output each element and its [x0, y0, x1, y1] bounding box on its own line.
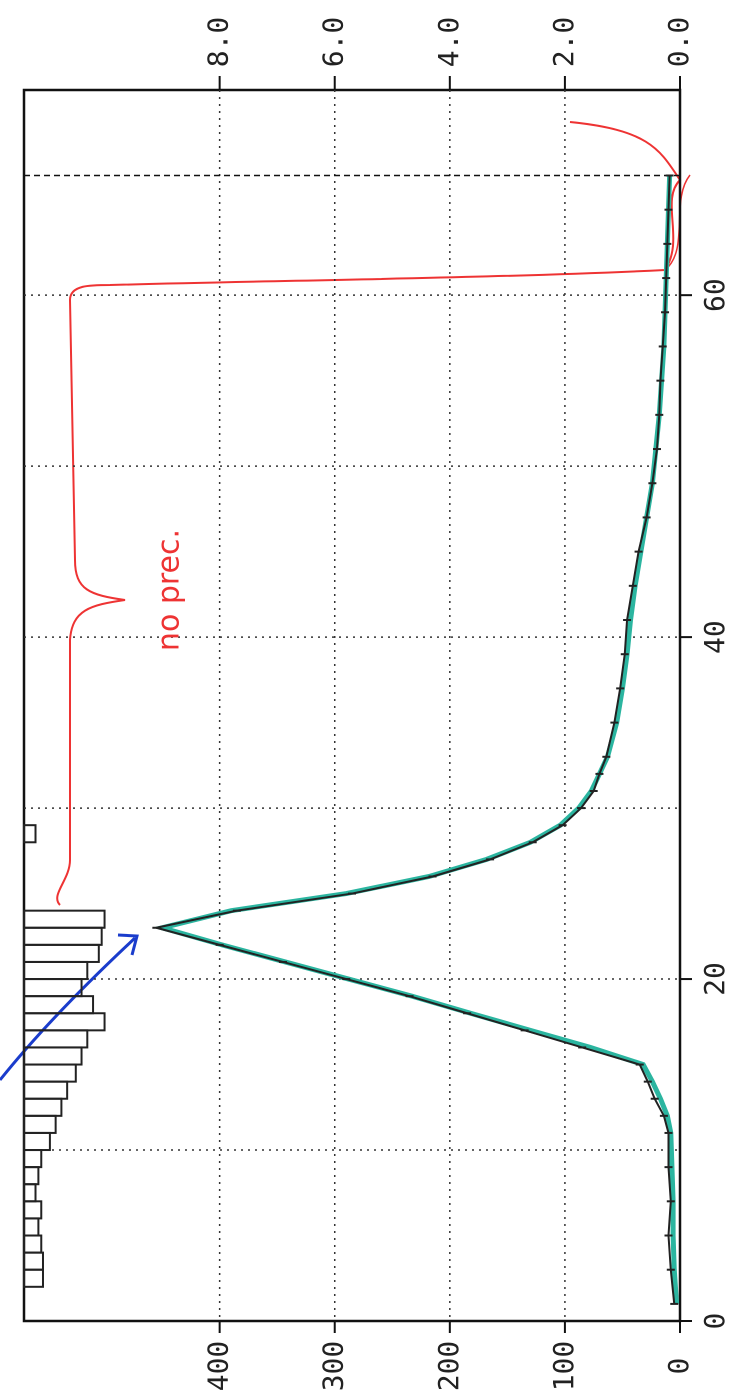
histogram-bar	[23, 1097, 63, 1117]
histogram-bar	[23, 1080, 69, 1100]
x-tick-label: 40	[698, 620, 731, 654]
histogram-bar	[23, 960, 89, 981]
histogram-bar	[23, 1217, 40, 1237]
annotation-brace	[56, 121, 682, 906]
y2-tick-label: 4.0	[432, 17, 465, 68]
series-line	[156, 175, 676, 1305]
histogram-bar	[23, 1114, 57, 1134]
histogram-bar	[23, 909, 106, 929]
histogram-bar	[23, 1200, 43, 1220]
histogram-bar	[23, 1012, 106, 1032]
histogram-bar	[23, 1166, 40, 1186]
histogram-bar	[23, 1268, 44, 1288]
y-tick-label: 300	[317, 1341, 350, 1392]
histogram-bar	[23, 1131, 51, 1152]
histogram-bar	[23, 1234, 43, 1254]
y2-tick-label: 2.0	[547, 17, 580, 68]
histogram-bar	[23, 1149, 43, 1169]
y-tick-label: 200	[432, 1341, 465, 1392]
histogram-bar	[23, 995, 95, 1015]
y-tick-label: 100	[547, 1341, 580, 1392]
annotation-arrow	[0, 936, 137, 1081]
y2-tick-label: 0.0	[662, 17, 695, 68]
series-line	[152, 175, 680, 1305]
histogram-bar	[23, 1251, 44, 1271]
annotation: no prec.	[152, 529, 187, 651]
histogram-bar	[23, 978, 83, 998]
y-tick-label: 0	[662, 1358, 695, 1375]
histogram-bar	[23, 1183, 37, 1203]
x-tick-label: 20	[698, 962, 731, 996]
x-tick-label: 0	[698, 1313, 731, 1330]
x-tick-label: 60	[698, 278, 731, 312]
histogram-bar	[23, 926, 103, 946]
histogram-bar	[23, 1046, 83, 1066]
y-tick-label: 400	[202, 1341, 235, 1392]
plot-frame	[22, 88, 682, 1323]
histogram-bar	[23, 824, 37, 844]
annotation-arrowhead	[117, 933, 139, 956]
histogram-bar	[23, 943, 100, 963]
y2-tick-label: 6.0	[317, 17, 350, 68]
histogram-bar	[23, 1063, 77, 1083]
y2-tick-label: 8.0	[202, 17, 235, 68]
